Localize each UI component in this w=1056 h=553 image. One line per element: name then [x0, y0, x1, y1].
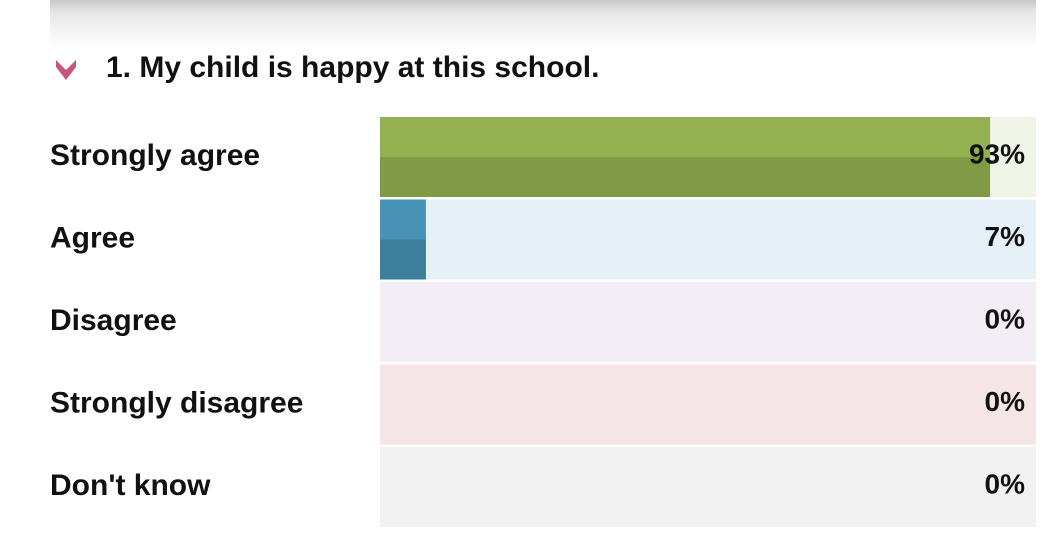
value-label: 0%: [985, 386, 1026, 417]
bar-shade: [380, 239, 426, 280]
question-title: 1. My child is happy at this school.: [106, 51, 599, 84]
header-strip: [50, 0, 1036, 48]
collapse-chevron[interactable]: [56, 60, 76, 80]
category-label: Don't know: [50, 469, 211, 502]
bar-track: [380, 199, 1036, 280]
bar-track: [380, 447, 1036, 527]
bar: [380, 117, 991, 197]
value-label: 0%: [985, 303, 1026, 334]
value-label: 93%: [969, 138, 1025, 169]
bar-shade: [380, 157, 991, 197]
category-label: Strongly disagree: [50, 386, 303, 419]
bar-track: [380, 282, 1036, 362]
category-label: Disagree: [50, 304, 177, 337]
value-label: 7%: [985, 221, 1026, 252]
category-label: Strongly agree: [50, 139, 260, 172]
bar-track: [380, 364, 1036, 445]
value-label: 0%: [985, 468, 1026, 499]
category-label: Agree: [50, 221, 135, 254]
bar: [380, 199, 426, 280]
